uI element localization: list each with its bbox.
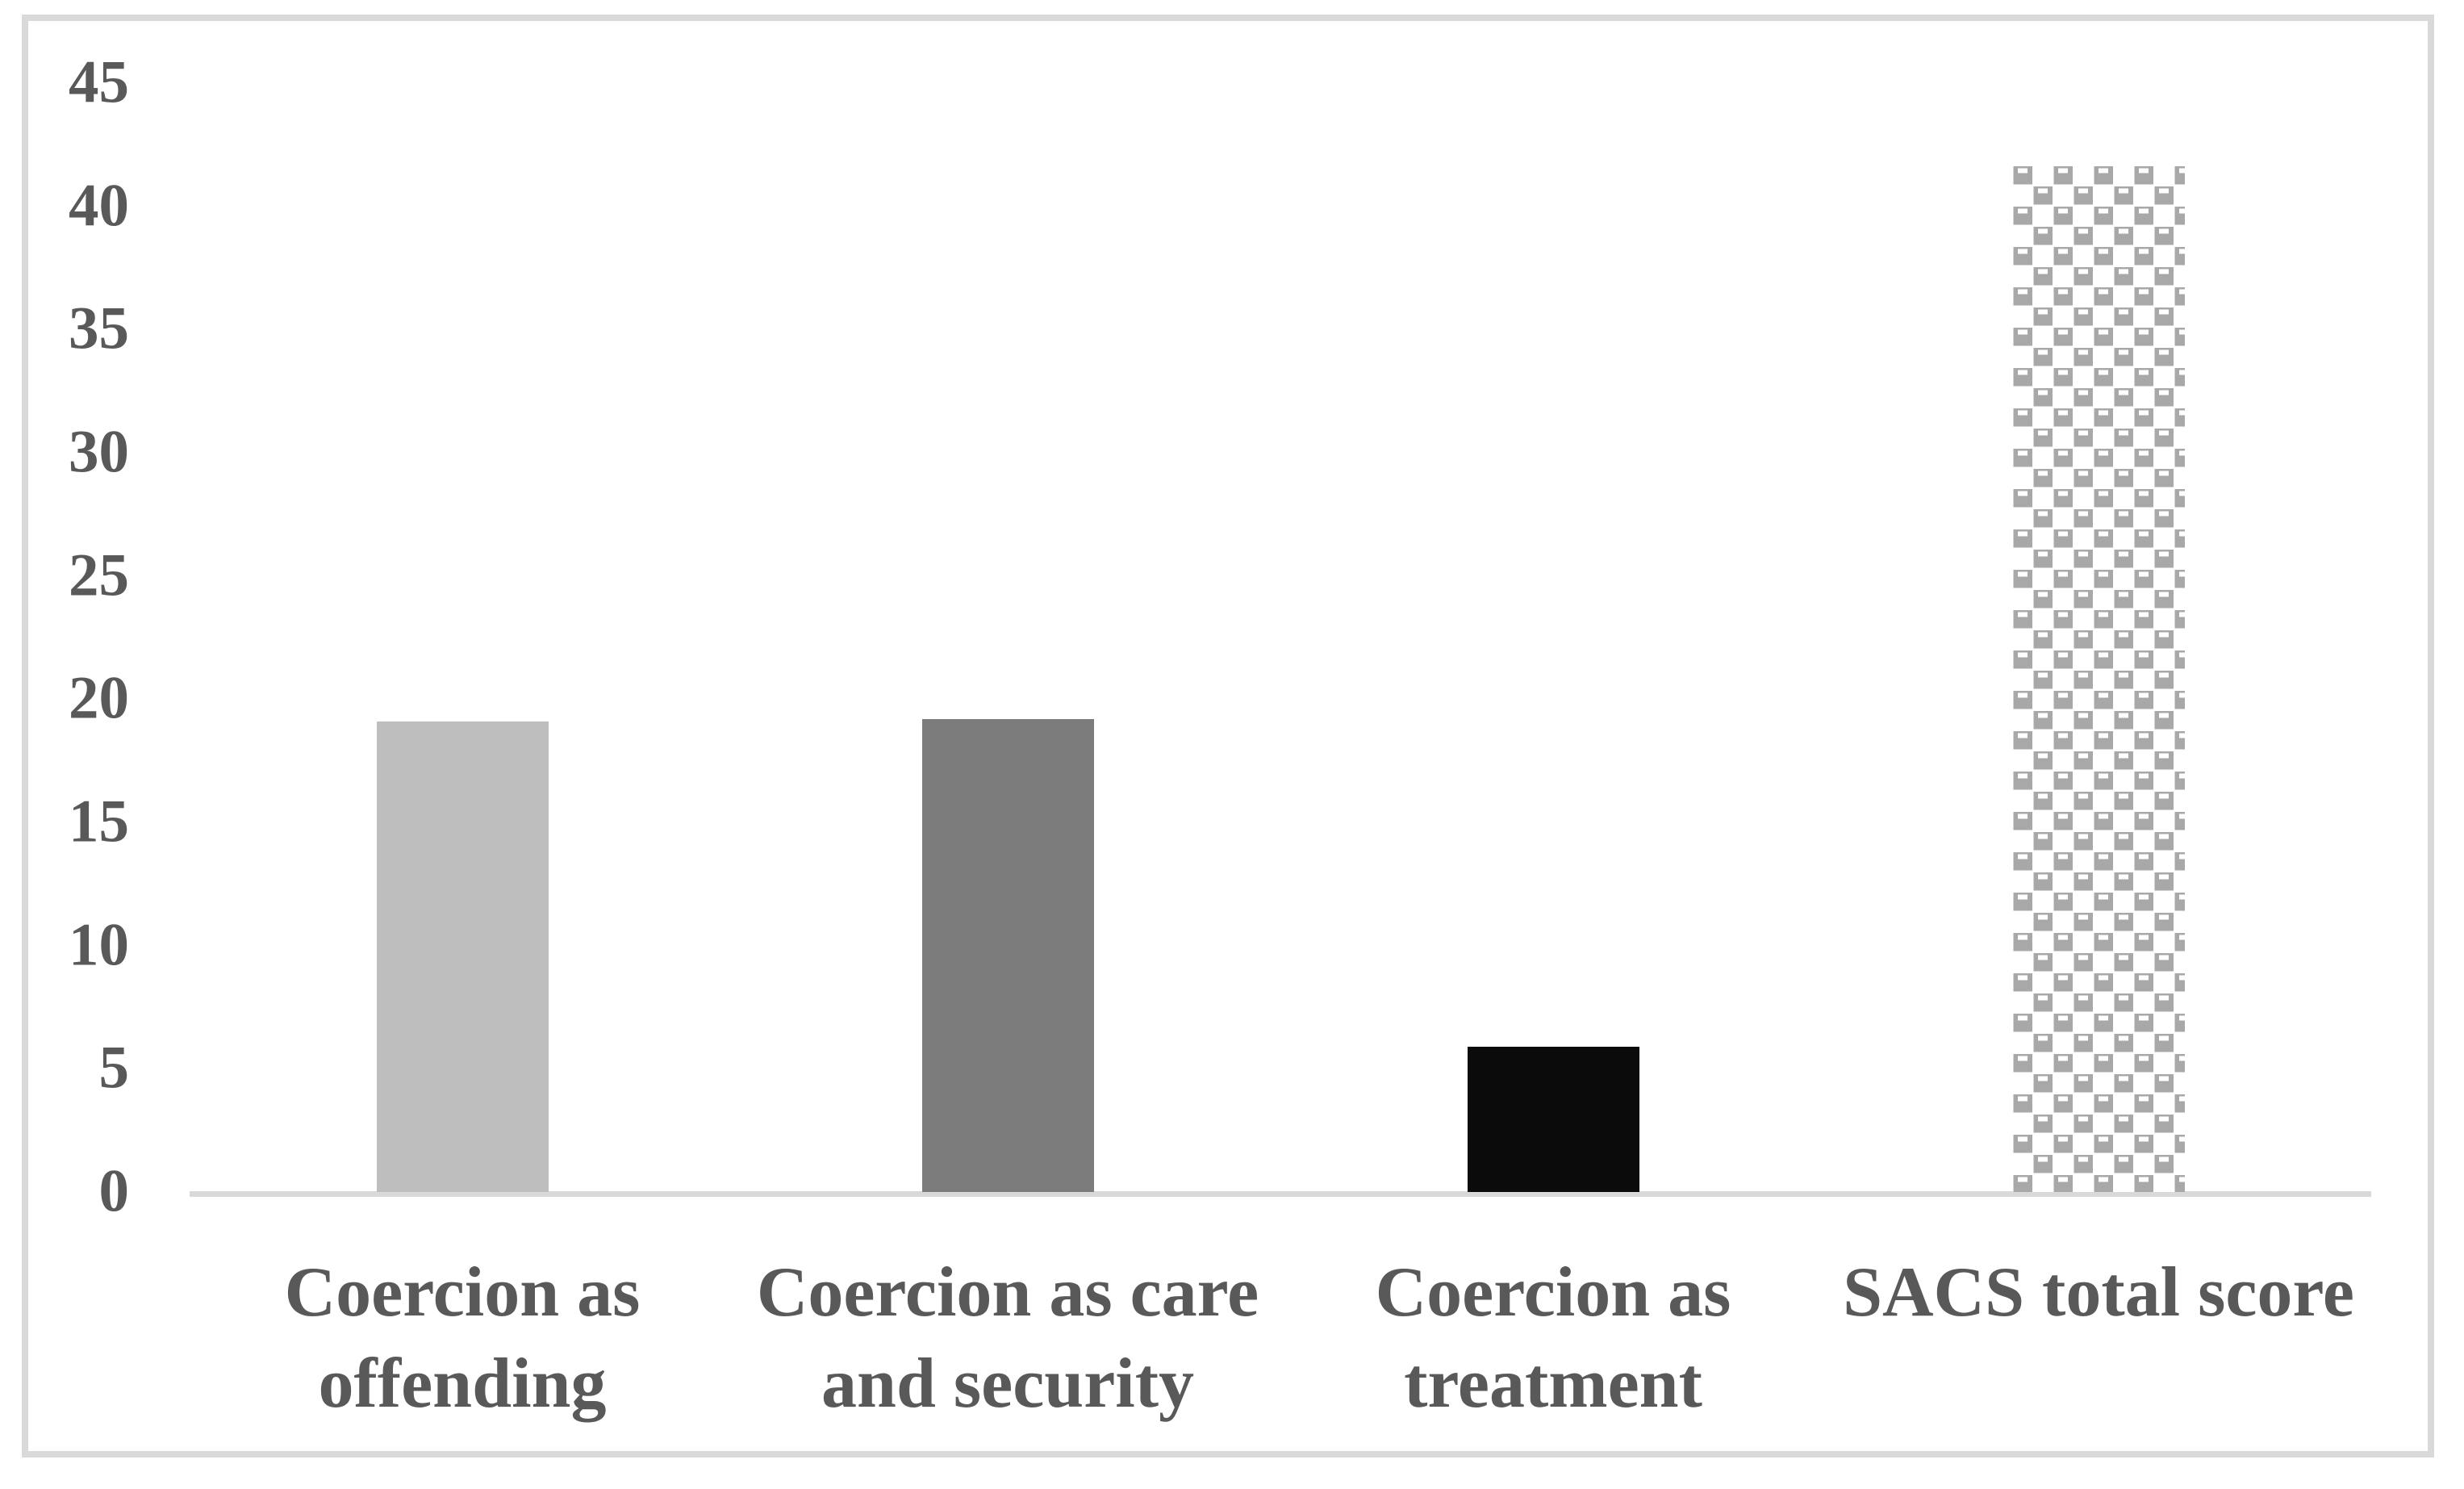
y-tick-label: 0 bbox=[98, 1157, 130, 1225]
y-tick-label: 20 bbox=[69, 664, 129, 732]
bar-3 bbox=[1468, 1047, 1639, 1192]
x-category-label-4: SACS total score bbox=[1843, 1253, 2354, 1332]
bar-4 bbox=[2013, 165, 2185, 1192]
bar-1 bbox=[377, 721, 549, 1192]
x-axis-line bbox=[190, 1191, 2371, 1197]
y-tick-label: 30 bbox=[69, 418, 129, 486]
y-tick-label: 45 bbox=[69, 48, 129, 116]
y-tick-label: 10 bbox=[69, 911, 129, 979]
y-tick-label: 25 bbox=[69, 542, 129, 609]
x-category-label-1: Coercion as offending bbox=[284, 1253, 641, 1423]
y-tick-label: 40 bbox=[69, 172, 129, 240]
x-category-label-3: Coercion as treatment bbox=[1375, 1253, 1731, 1423]
bar-2 bbox=[922, 719, 1094, 1192]
y-tick-label: 5 bbox=[98, 1034, 130, 1102]
y-tick-label: 15 bbox=[69, 788, 129, 855]
y-tick-label: 35 bbox=[69, 295, 129, 362]
x-category-label-2: Coercion as care and security bbox=[756, 1253, 1259, 1423]
